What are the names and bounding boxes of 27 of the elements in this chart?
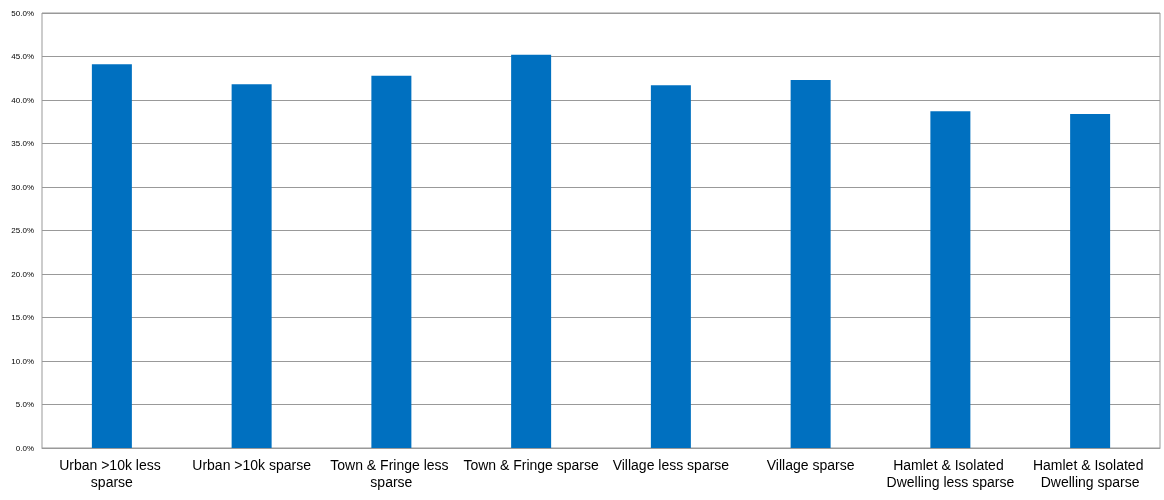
- y-tick-label: 35.0%: [11, 139, 34, 148]
- bar: [790, 79, 831, 448]
- bar: [930, 111, 971, 448]
- x-tick-label: Urban >10k sparse: [192, 456, 312, 473]
- x-tick-label: Urban >10k less sparse: [59, 456, 165, 490]
- x-tick-label: Town & Fringe sparse: [463, 456, 600, 473]
- bar: [371, 75, 412, 448]
- y-tick-label: 45.0%: [11, 52, 34, 61]
- bar: [231, 84, 272, 448]
- y-tick-label: 40.0%: [11, 95, 34, 105]
- y-tick-label: 0.0%: [15, 443, 34, 453]
- x-tick-label: Village sparse: [766, 456, 855, 473]
- x-tick-label: Village less sparse: [612, 456, 730, 473]
- bar: [511, 54, 552, 448]
- x-tick-label: Hamlet & Isolated Dwelling sparse: [1032, 456, 1148, 490]
- y-tick-label: 25.0%: [11, 226, 34, 235]
- x-tick-label: Hamlet & Isolated Dwelling less sparse: [886, 456, 1015, 490]
- y-tick-label: 30.0%: [11, 182, 34, 192]
- y-tick-label: 20.0%: [11, 269, 34, 279]
- y-tick-label: 50.0%: [11, 8, 34, 18]
- y-tick-label: 10.0%: [11, 356, 34, 366]
- bar: [1070, 113, 1111, 448]
- y-tick-label: 5.0%: [15, 400, 34, 409]
- bar: [650, 85, 691, 448]
- y-tick-label: 15.0%: [11, 313, 34, 322]
- x-tick-label: Town & Fringe less sparse: [330, 456, 453, 490]
- bar: [91, 64, 132, 448]
